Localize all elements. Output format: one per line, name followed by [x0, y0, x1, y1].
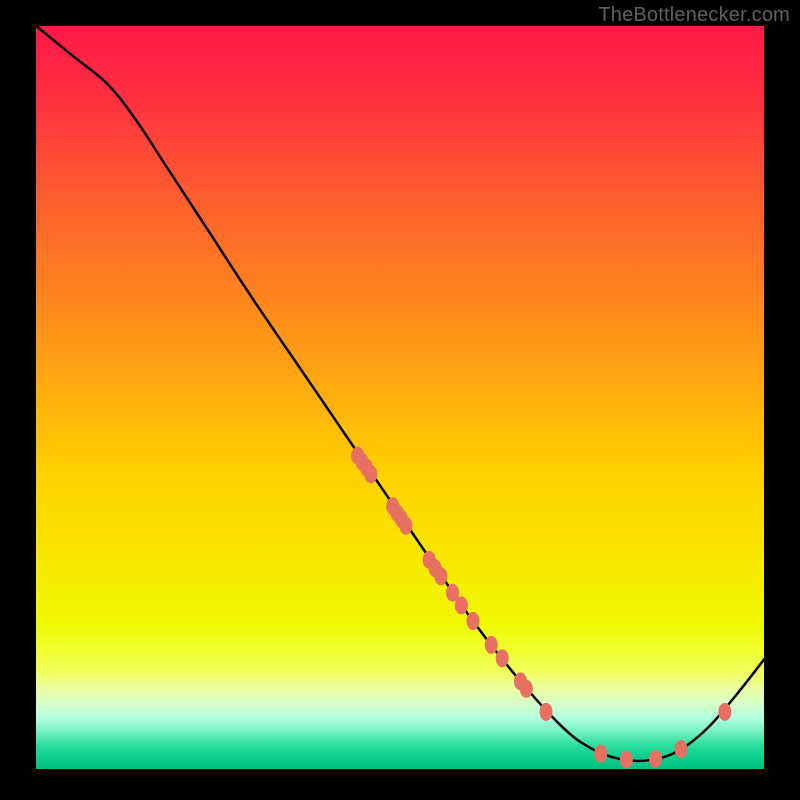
data-marker — [718, 703, 731, 721]
bottleneck-chart — [0, 0, 800, 800]
plot-background — [35, 25, 765, 770]
data-marker — [649, 750, 662, 768]
data-marker — [496, 649, 509, 667]
data-marker — [620, 751, 633, 769]
watermark-text: TheBottlenecker.com — [598, 4, 790, 27]
data-marker — [364, 465, 377, 483]
data-marker — [434, 567, 447, 585]
chart-stage: TheBottlenecker.com — [0, 0, 800, 800]
data-marker — [675, 740, 688, 758]
data-marker — [455, 596, 468, 614]
data-marker — [485, 636, 498, 654]
data-marker — [467, 612, 480, 630]
data-marker — [540, 703, 553, 721]
data-marker — [399, 517, 412, 535]
data-marker — [520, 680, 533, 698]
data-marker — [594, 745, 607, 763]
